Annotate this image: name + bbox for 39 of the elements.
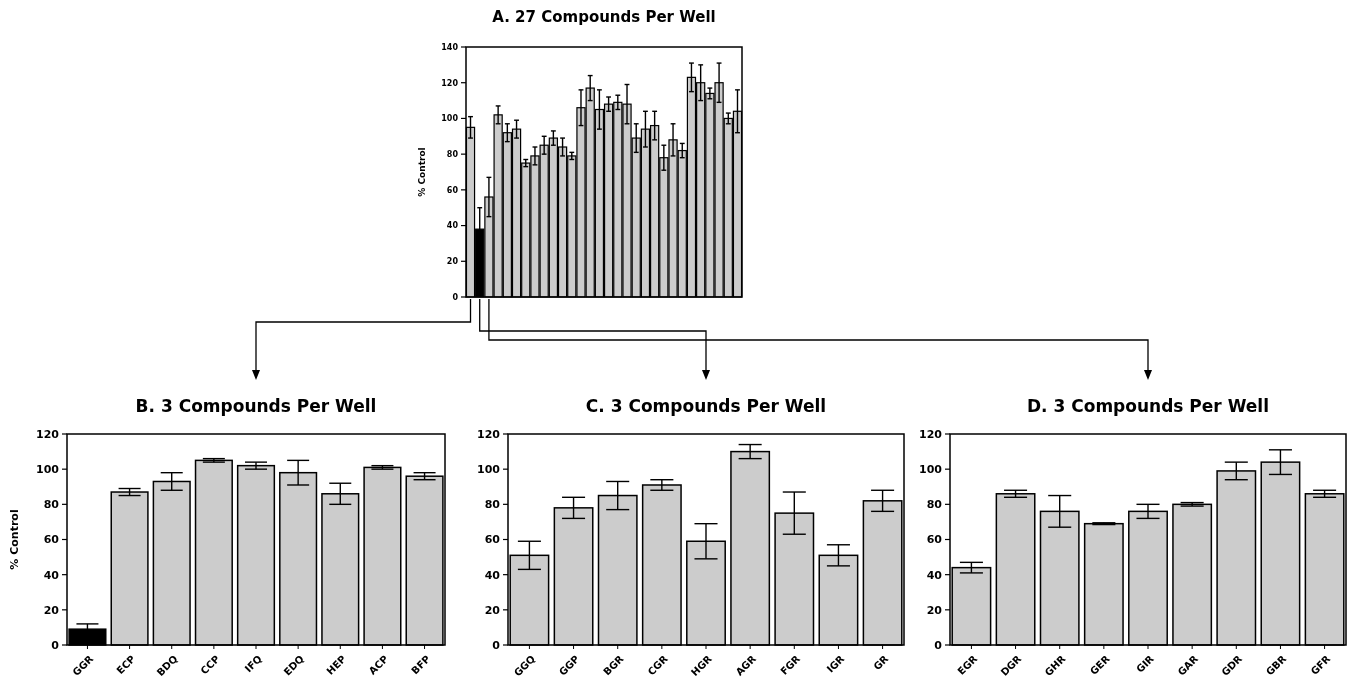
x-tick-label: GIR [1134, 652, 1157, 675]
y-tick-label: 60 [43, 533, 60, 547]
y-tick-label: 120 [477, 427, 501, 441]
y-tick-label: 40 [926, 568, 943, 582]
y-tick-label: 120 [36, 427, 60, 441]
y-tick-label: 80 [446, 149, 459, 159]
chart-title: C. 3 Compounds Per Well [585, 396, 827, 416]
y-tick-label: 120 [919, 427, 943, 441]
y-tick-label: 40 [484, 568, 501, 582]
x-tick-label: IGR [824, 652, 847, 675]
y-tick-label: 60 [446, 185, 459, 195]
y-tick-label: 40 [446, 221, 459, 231]
chart-title: B. 3 Compounds Per Well [135, 396, 377, 416]
x-tick-label: GR [871, 652, 891, 673]
chart-title: A. 27 Compounds Per Well [492, 8, 716, 26]
y-tick-label: 20 [446, 257, 459, 267]
y-tick-label: 60 [926, 533, 943, 547]
y-tick-label: 0 [51, 638, 60, 652]
y-tick-label: 80 [484, 498, 501, 512]
y-tick-label: 40 [43, 568, 60, 582]
y-tick-label: 120 [441, 78, 459, 88]
y-tick-label: 0 [452, 292, 459, 302]
y-tick-label: 80 [43, 498, 60, 512]
y-tick-label: 20 [926, 603, 943, 617]
y-axis-title: % Control [8, 509, 21, 570]
y-tick-label: 100 [36, 463, 60, 477]
y-tick-label: 0 [492, 638, 501, 652]
y-tick-label: 100 [919, 463, 943, 477]
y-tick-label: 0 [934, 638, 943, 652]
chart-title: D. 3 Compounds Per Well [1027, 396, 1269, 416]
x-tick-label: IFQ [242, 653, 264, 675]
y-tick-label: 140 [441, 42, 459, 52]
y-tick-label: 20 [43, 603, 60, 617]
y-axis-title: % Control [417, 147, 427, 197]
y-tick-label: 100 [477, 463, 501, 477]
y-tick-label: 80 [926, 498, 943, 512]
y-tick-label: 60 [484, 533, 501, 547]
y-tick-label: 20 [484, 603, 501, 617]
y-tick-label: 100 [441, 114, 459, 124]
